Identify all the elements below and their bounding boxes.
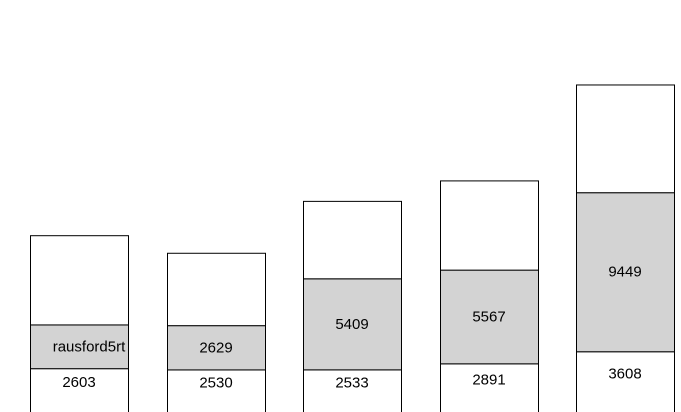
bar-4-segment-1-label: 2891	[472, 372, 505, 389]
bar-1-segment-2	[30, 324, 129, 370]
bars-layer	[30, 84, 675, 412]
bar-5-segment-2-label: 9449	[608, 264, 641, 281]
bar-3-segment-3	[303, 200, 402, 280]
bar-1-segment-2-label: rausford5rt	[53, 338, 126, 355]
bar-5-segment-1-label: 3608	[608, 366, 641, 383]
bar-2-segment-2	[167, 325, 266, 371]
bar-1-segment-1-label: 2603	[62, 374, 95, 391]
bar-3-segment-1	[303, 369, 402, 412]
bar-5-segment-1	[576, 351, 675, 412]
bar-1-segment-1	[30, 368, 129, 412]
bar-2-segment-1	[167, 369, 266, 412]
bar-2-segment-3	[167, 252, 266, 327]
bar-3-segment-1-label: 2533	[335, 375, 368, 392]
labels-layer: 2603 rausford5rt 2530 2629 2533 5409 2891 5567 3…	[53, 264, 642, 392]
bar-2-segment-1-label: 2530	[199, 375, 232, 392]
bar-1-segment-3	[30, 235, 129, 326]
bar-5-segment-2	[576, 192, 675, 353]
bar-2-segment-2-label: 2629	[199, 339, 232, 356]
bar-4-segment-2	[440, 269, 539, 365]
bar-4-segment-2-label: 5567	[472, 308, 505, 325]
bar-5-segment-3	[576, 84, 675, 194]
bar-4-segment-3	[440, 180, 539, 271]
bar-3-segment-2-label: 5409	[335, 316, 368, 333]
